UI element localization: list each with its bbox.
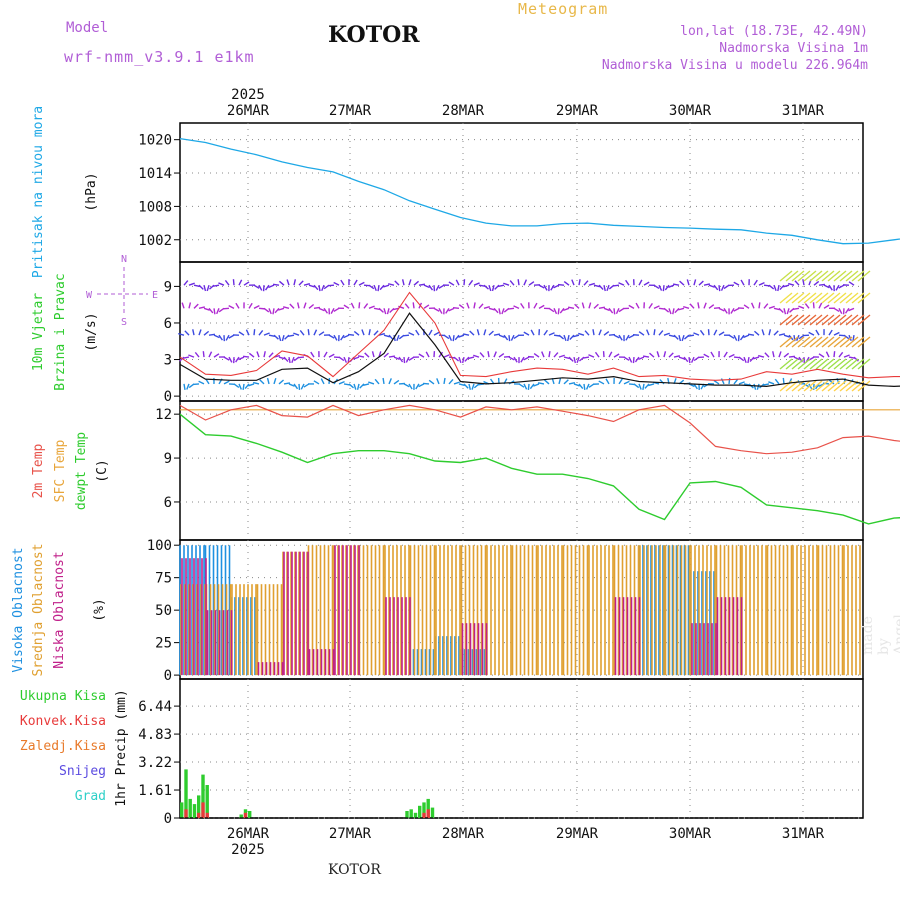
ytick-label-1-0: 0 [164, 389, 172, 405]
precip-bar-0-1 [184, 769, 188, 818]
wind-gust-line [179, 291, 900, 381]
pressure-line [179, 137, 900, 245]
ytick-label-4-1: 1.61 [138, 783, 172, 799]
ytick-label-3-3: 75 [155, 571, 172, 587]
ytick-label-0-3: 1020 [138, 133, 172, 149]
temp-unit: (C) [95, 459, 110, 482]
cloud-unit: (%) [92, 598, 107, 621]
precip-bar-1-1 [184, 809, 188, 818]
ytick-label-4-4: 6.44 [138, 699, 172, 715]
wind-unit: (m/s) [84, 312, 99, 351]
cloud-low-title: Niska Oblacnost [52, 551, 67, 668]
precip-bar-0-4 [197, 795, 201, 818]
compass-e: E [152, 290, 158, 301]
ytick-label-4-2: 3.22 [138, 755, 172, 771]
dewpt-line [179, 413, 900, 525]
precip-bar-0-53 [405, 811, 409, 818]
date-bottom-4: 30MAR [669, 826, 712, 842]
precip-unit: 1hr Precip (mm) [114, 689, 129, 806]
precip-bar-0-3 [192, 804, 197, 818]
precip-snow-title: Snijeg [59, 764, 106, 779]
ytick-label-2-1: 9 [164, 451, 172, 467]
ytick-label-2-2: 12 [155, 407, 172, 423]
compass-n: N [121, 254, 127, 265]
ytick-label-0-2: 1014 [138, 166, 172, 182]
date-top-3: 29MAR [556, 103, 599, 119]
precip-bar-0-5 [201, 774, 205, 818]
date-top-4: 30MAR [669, 103, 712, 119]
precip-bar-0-57 [422, 802, 426, 818]
precip-bar-0-16 [248, 811, 252, 818]
ytick-label-3-0: 0 [164, 668, 172, 684]
cloud-mid-title: Srednja Oblacnost [31, 543, 46, 676]
year-top: 2025 [231, 87, 265, 103]
ytick-label-3-1: 25 [155, 636, 172, 652]
panel-frame-4 [179, 678, 864, 819]
precip-frozen-title: Zaledj.Kisa [20, 739, 106, 754]
precip-hail-title: Grad [75, 789, 106, 804]
ytick-label-0-1: 1008 [138, 199, 172, 215]
precip-bar-1-4 [197, 812, 201, 818]
ytick-label-1-2: 6 [164, 316, 172, 332]
dewpt-title: dewpt Temp [74, 432, 89, 510]
precip-bar-0-6 [205, 785, 209, 818]
precip-bar-1-57 [422, 812, 426, 818]
pressure-title: Pritisak na nivou mora [31, 106, 46, 278]
year-bottom: 2025 [231, 842, 265, 858]
ytick-label-1-1: 3 [164, 353, 172, 369]
precip-bar-1-6 [205, 812, 209, 818]
precip-bar-0-0 [180, 802, 184, 818]
date-top-1: 27MAR [329, 103, 372, 119]
date-bottom-1: 27MAR [329, 826, 372, 842]
wind-barbs [178, 270, 871, 392]
date-top-2: 28MAR [442, 103, 485, 119]
ytick-label-3-4: 100 [147, 538, 172, 554]
precip-bar-0-59 [430, 807, 435, 818]
date-bottom-5: 31MAR [782, 826, 825, 842]
precip-bar-1-58 [426, 809, 430, 818]
precip-total-title: Ukupna Kisa [20, 689, 106, 704]
precip-bar-0-14 [239, 814, 243, 818]
wind-title: 10m Vjetar [31, 293, 46, 371]
precip-conv-title: Konvek.Kisa [20, 714, 106, 729]
compass-s: S [121, 317, 127, 328]
precip-bar-0-56 [418, 805, 422, 818]
signature: made by Angel [860, 614, 900, 655]
precip-bar-0-58 [426, 798, 430, 818]
model-name: wrf-nmm_v3.9.1 e1km [64, 48, 255, 66]
precip-bar-0-55 [413, 812, 418, 818]
date-top-5: 31MAR [782, 103, 825, 119]
precip-bar-0-54 [409, 809, 413, 818]
wind-speed-line [179, 312, 900, 388]
wind-title2: Brzina i Pravac [53, 273, 68, 390]
altitude-label: Nadmorska Visina 1m [719, 41, 868, 56]
precip-bar-1-15 [243, 812, 248, 818]
ytick-label-0-0: 1002 [138, 233, 172, 249]
precip-bar-1-5 [201, 802, 205, 818]
panel-frame-0 [179, 122, 864, 263]
date-bottom-2: 28MAR [442, 826, 485, 842]
ytick-label-4-3: 4.83 [138, 727, 172, 743]
ytick-label-2-0: 6 [164, 495, 172, 511]
model-label: Model [66, 20, 109, 36]
ytick-label-3-2: 50 [155, 603, 172, 619]
date-top-0: 26MAR [227, 103, 270, 119]
ytick-label-1-3: 9 [164, 279, 172, 295]
model-altitude-label: Nadmorska Visina u modelu 226.964m [601, 58, 868, 73]
date-bottom-0: 26MAR [227, 826, 270, 842]
temp2m-line [179, 404, 900, 455]
footer-station: KOTOR [328, 862, 381, 878]
date-bottom-3: 29MAR [556, 826, 599, 842]
pressure-unit: (hPa) [84, 172, 99, 211]
cloud-high-title: Visoka Oblacnost [11, 547, 26, 672]
station-title: KOTOR [328, 22, 420, 48]
sfctemp-title: SFC Temp [53, 440, 68, 503]
precip-bar-0-2 [188, 798, 192, 818]
ytick-label-4-0: 0 [164, 811, 172, 827]
chart-title: Meteogram [518, 0, 609, 18]
temp2m-title: 2m Temp [31, 443, 46, 498]
lonlat-label: lon,lat (18.73E, 42.49N) [680, 24, 868, 39]
compass-w: W [86, 290, 93, 301]
